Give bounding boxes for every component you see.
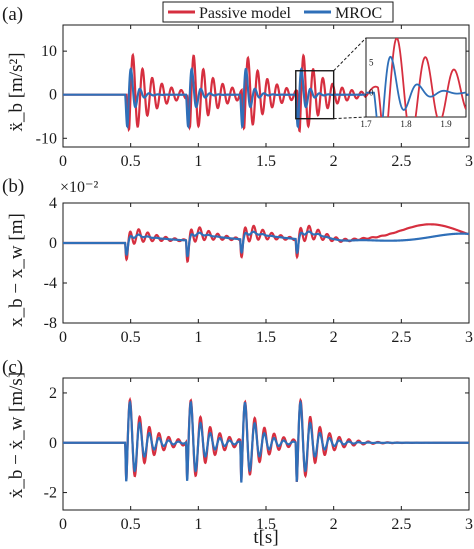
y-tick-label: -4	[44, 275, 57, 292]
inset-x-tick-label: 1.8	[400, 119, 412, 129]
legend-label-mroc: MROC	[335, 5, 382, 22]
x-tick-label: 0.5	[121, 329, 141, 346]
panel-c-ylabel: ẋ_b − ẋ_w [m/s]	[6, 372, 27, 498]
y-tick-label: 0	[49, 235, 57, 252]
x-tick-label: 2	[330, 516, 338, 533]
panel-b-scale-note: ×10⁻²	[60, 179, 98, 196]
x-tick-label: 1.5	[256, 329, 276, 346]
x-tick-label: 2.5	[391, 329, 411, 346]
inset-series-passive	[366, 38, 466, 117]
x-tick-label: 0	[59, 516, 67, 533]
x-tick-label: 0.5	[121, 153, 141, 170]
x-tick-label: 1.5	[256, 516, 276, 533]
zoom-region-box	[295, 70, 335, 120]
inset-series-mroc	[366, 55, 466, 117]
zoom-connector	[333, 37, 367, 72]
plot-area-frame	[62, 202, 470, 324]
panel-c-label: (c)	[2, 357, 23, 378]
panel-b: (b) ×10⁻² 0 0.5 1 1.5 2 2.5 3 4 0 -4 -8 x_b − x_w …	[2, 176, 473, 346]
legend: Passive model MROC	[162, 1, 394, 23]
x-axis-label: t[s]	[253, 527, 278, 548]
x-tick-label: 1.5	[256, 153, 276, 170]
y-tick-label: -8	[44, 315, 57, 332]
series-line-mroc	[63, 399, 469, 483]
x-tick-label: 3	[465, 153, 473, 170]
x-tick-label: 2.5	[391, 153, 411, 170]
series-line-passive	[63, 223, 469, 264]
series-line-mroc	[63, 230, 469, 258]
x-tick-label: 1	[194, 153, 202, 170]
x-tick-label: 1	[194, 516, 202, 533]
panel-c: (c) 0 0.5 1 1.5 2 2.5 320-2 ẋ_b − ẋ_w [m/s] t[…	[2, 357, 473, 548]
x-tick-label: 2.5	[391, 516, 411, 533]
y-tick-label: -10	[36, 130, 57, 147]
y-tick-label: 10	[41, 43, 57, 60]
legend-label-passive: Passive model	[199, 5, 292, 22]
y-tick-label: -2	[44, 485, 57, 502]
y-tick-label: 0	[49, 87, 57, 104]
inset-x-tick-label: 1.7	[360, 119, 372, 129]
x-tick-label: 1	[194, 329, 202, 346]
zoom-connector	[333, 116, 367, 120]
panel-a-inset: 1.7 1.8 1.9 0 5	[295, 37, 467, 129]
x-tick-label: 2	[330, 153, 338, 170]
y-tick-label: 4	[49, 195, 57, 212]
inset-y-tick-label: 5	[369, 57, 374, 67]
x-tick-label: 2	[330, 329, 338, 346]
inset-y-tick-label: 0	[369, 88, 374, 98]
y-tick-label: 2	[49, 385, 57, 402]
y-tick-label: 0	[49, 435, 57, 452]
x-tick-label: 0	[59, 153, 67, 170]
x-tick-label: 3	[465, 329, 473, 346]
inset-x-tick-label: 1.9	[440, 119, 452, 129]
panel-b-plot: 0 0.5 1 1.5 2 2.5 3 4 0 -4 -8	[44, 195, 473, 346]
x-tick-label: 3	[465, 516, 473, 533]
legend-box	[162, 1, 394, 23]
panel-b-label: (b)	[2, 176, 24, 197]
x-tick-label: 0.5	[121, 516, 141, 533]
x-tick-label: 0	[59, 329, 67, 346]
panel-a-ylabel: ẍ_b [m/s²]	[6, 52, 27, 131]
panel-c-plot: 0 0.5 1 1.5 2 2.5 320-2	[44, 377, 473, 533]
panel-b-ylabel: x_b − x_w [m]	[6, 213, 27, 327]
panel-a-label: (a)	[2, 4, 23, 25]
